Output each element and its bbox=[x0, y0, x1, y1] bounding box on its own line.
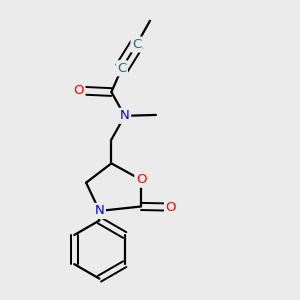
Text: O: O bbox=[74, 84, 84, 97]
Text: C: C bbox=[132, 38, 141, 51]
Text: C: C bbox=[117, 62, 126, 75]
Text: N: N bbox=[94, 204, 104, 218]
Text: O: O bbox=[166, 201, 176, 214]
Text: O: O bbox=[136, 173, 146, 186]
Text: N: N bbox=[120, 109, 130, 122]
